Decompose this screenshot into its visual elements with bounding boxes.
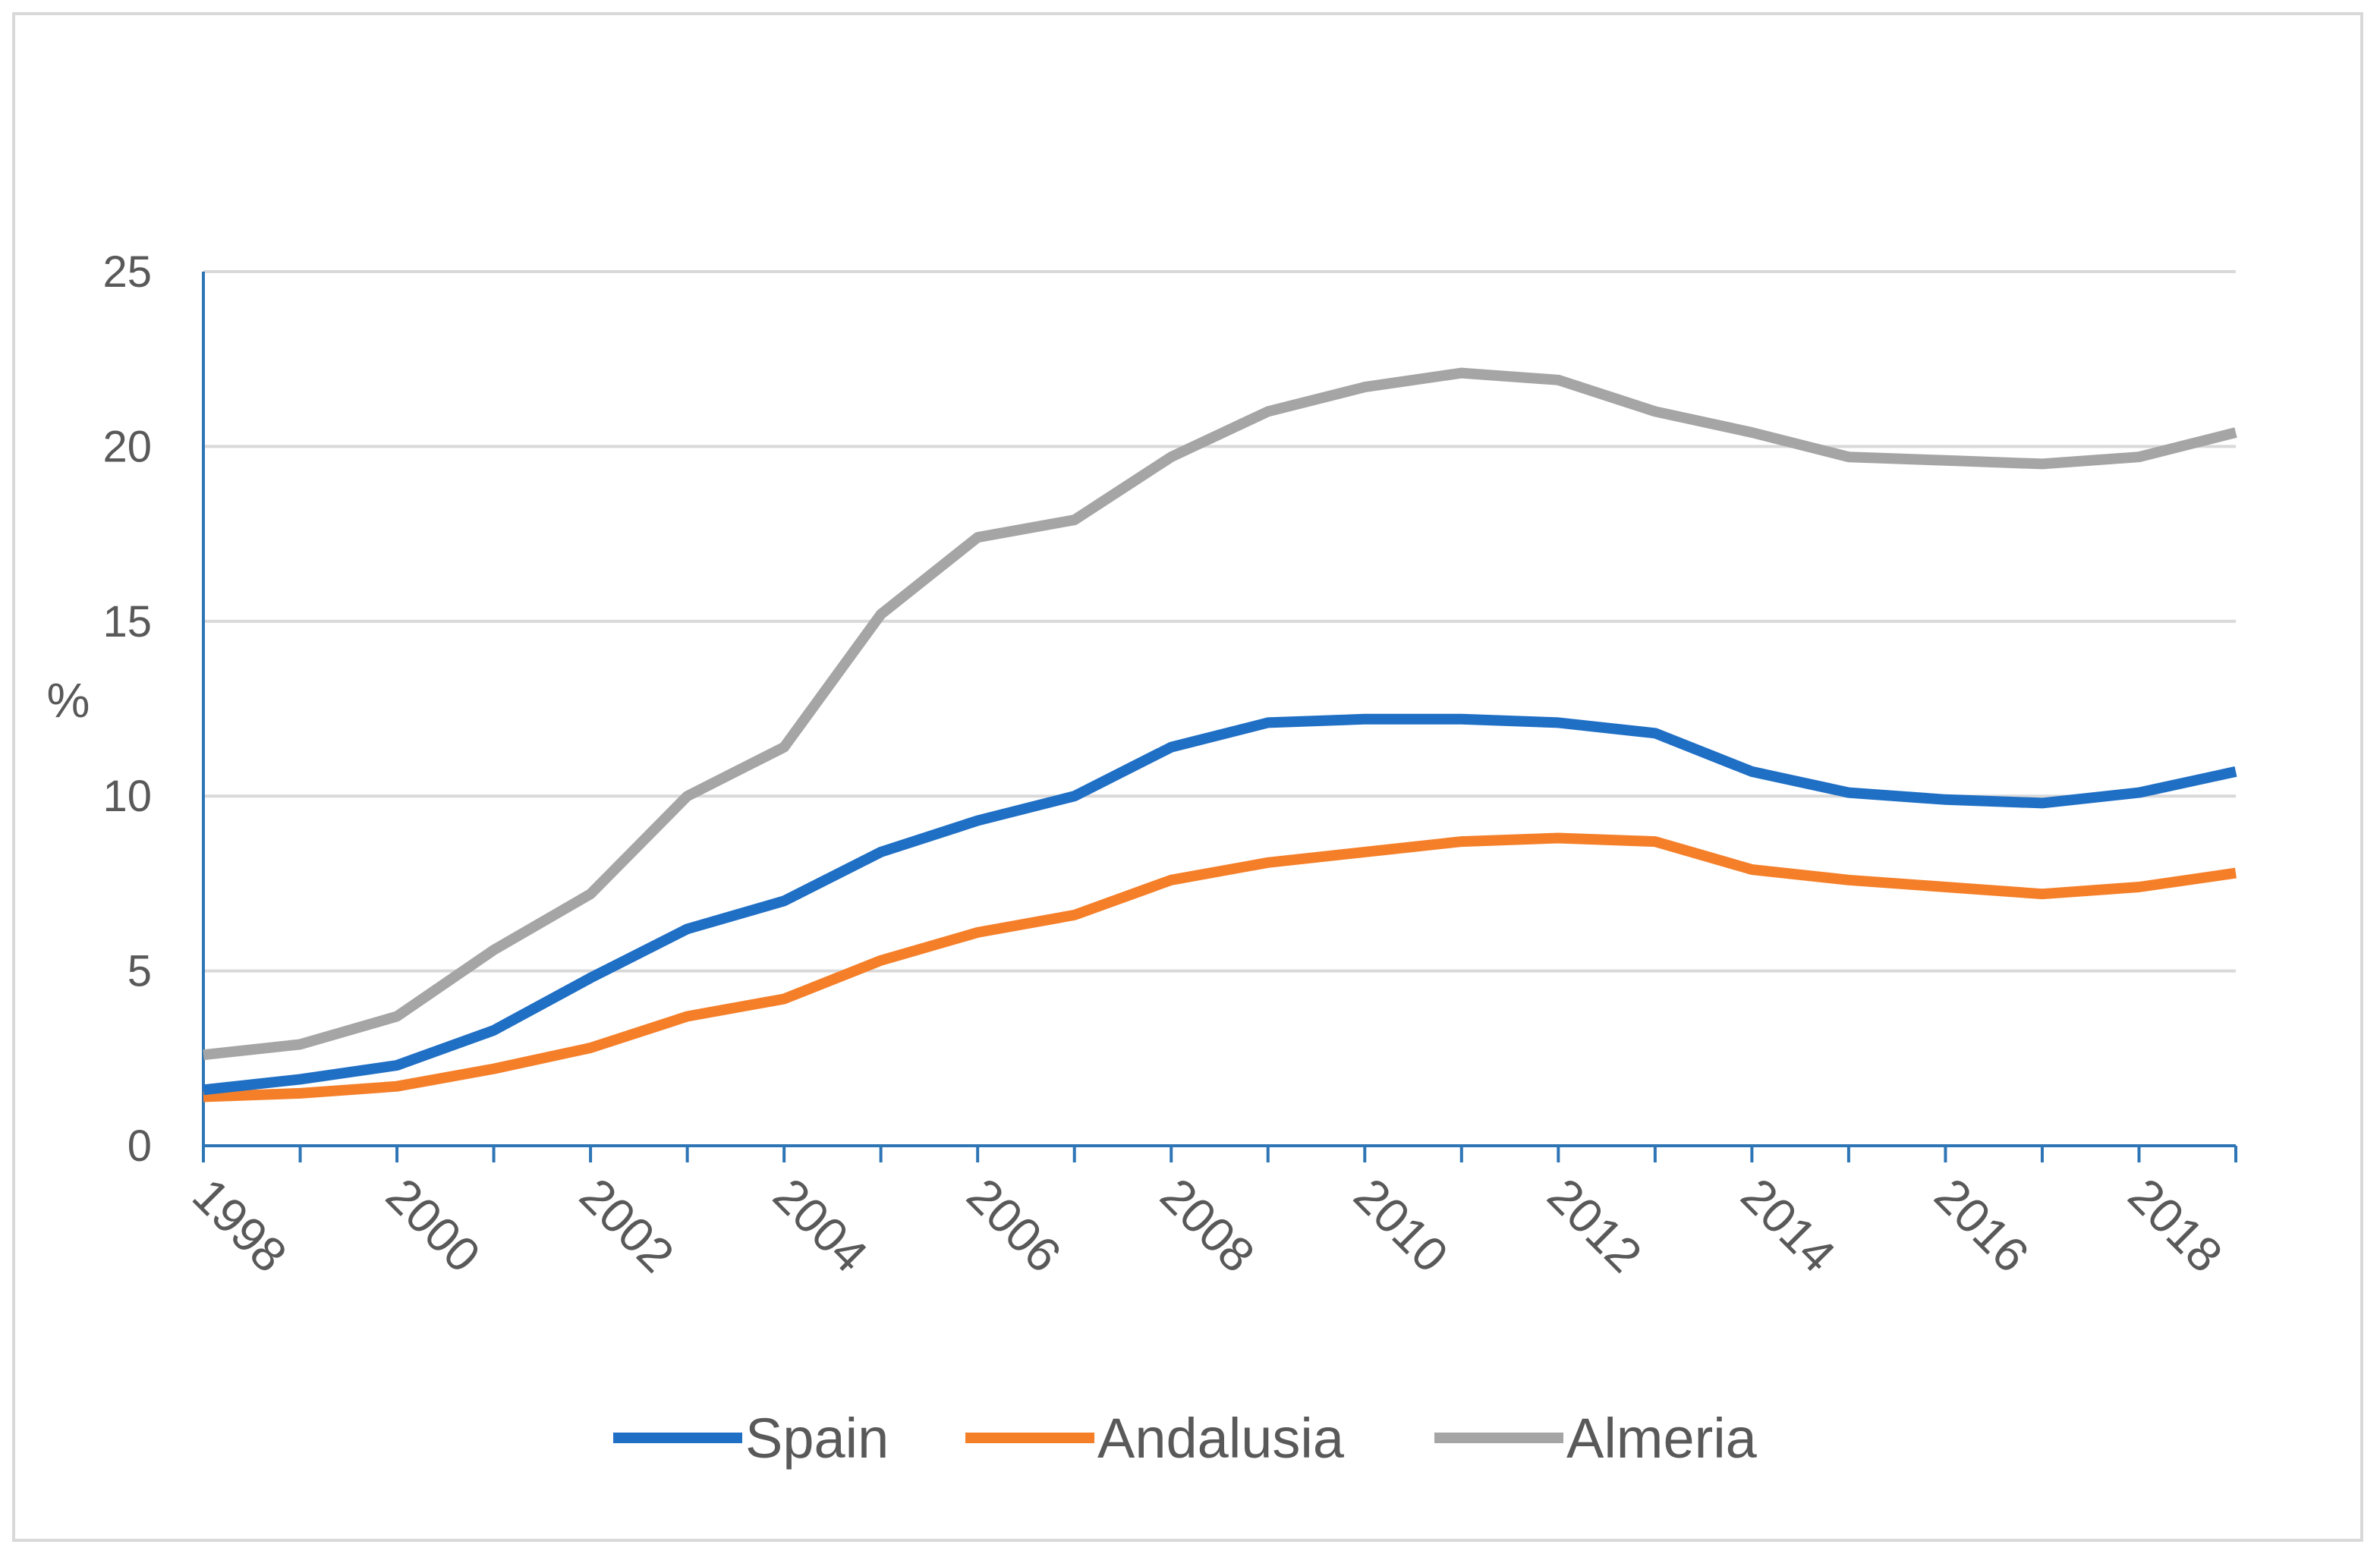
x-tick-label-2010: 2010	[1343, 1168, 1459, 1283]
legend-label-spain: Spain	[745, 1407, 889, 1470]
axes	[202, 272, 2237, 1162]
x-tick-label-2006: 2006	[956, 1168, 1072, 1283]
x-tick-labels: 1998 2000 2002 2004 2006 2008 2010 2012 2014 2016…	[182, 1168, 2233, 1283]
legend-label-andalusia: Andalusia	[1097, 1407, 1345, 1470]
y-tick-label-15: 15	[102, 597, 152, 646]
y-axis-label: %	[47, 673, 90, 728]
x-tick-label-2008: 2008	[1150, 1168, 1265, 1283]
legend: Spain Andalusia Almeria	[613, 1407, 1758, 1470]
y-tick-label-5: 5	[128, 947, 152, 996]
x-tick-label-2004: 2004	[763, 1168, 878, 1283]
x-tick-label-2014: 2014	[1730, 1168, 1846, 1283]
y-tick-label-10: 10	[102, 772, 152, 821]
series-line-almeria	[203, 367, 2237, 1061]
y-tick-label-20: 20	[102, 422, 152, 471]
x-tick-label-2000: 2000	[376, 1168, 491, 1283]
x-tick-label-2018: 2018	[2118, 1168, 2234, 1283]
series-line-andalusia	[203, 832, 2237, 1102]
x-tick-label-2012: 2012	[1537, 1168, 1652, 1283]
series-line-spain	[203, 713, 2237, 1096]
series-lines	[203, 367, 2237, 1102]
y-tick-labels: 0 5 10 15 20 25	[102, 247, 152, 1171]
legend-label-almeria: Almeria	[1566, 1407, 1758, 1470]
y-tick-label-25: 25	[102, 247, 152, 297]
x-tick-label-1998: 1998	[182, 1168, 298, 1283]
x-tick-label-2002: 2002	[569, 1168, 685, 1283]
chart-frame	[12, 12, 2363, 1542]
x-tick-label-2016: 2016	[1925, 1168, 2040, 1283]
y-tick-label-0: 0	[128, 1121, 152, 1171]
